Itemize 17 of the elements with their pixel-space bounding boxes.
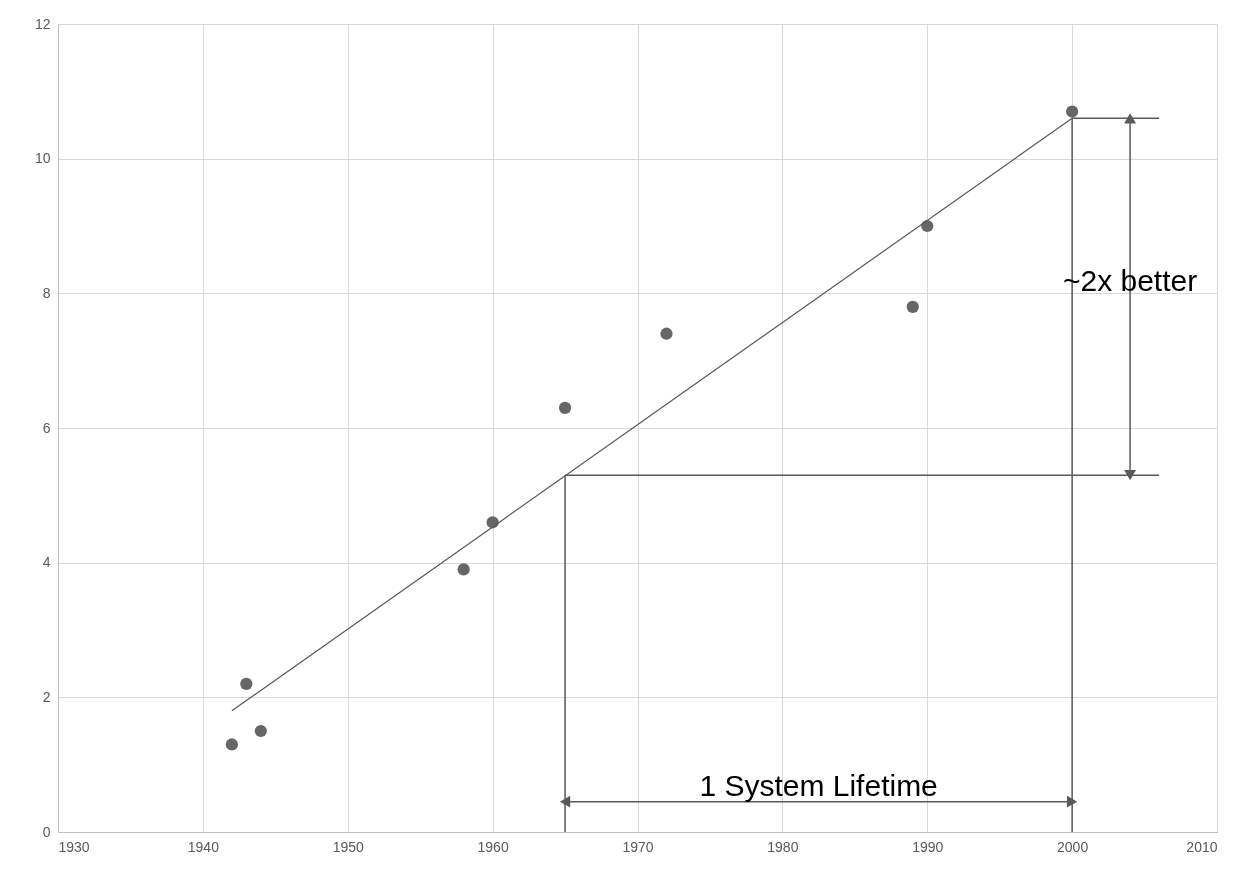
y-tick-label: 6 [42, 419, 51, 436]
x-tick-label: 2010 [1186, 838, 1218, 855]
x-tick-label: 2000 [1057, 838, 1089, 855]
x-tick-label: 1930 [58, 838, 90, 855]
x-tick-label: 1950 [332, 838, 365, 855]
x-tick-label: 1960 [477, 838, 509, 855]
x-tick-label: 1970 [622, 838, 654, 855]
x-tick-label: 1990 [912, 838, 944, 855]
y-tick-label: 4 [42, 554, 51, 571]
y-tick-label: 8 [42, 284, 51, 301]
annotation: 1 System Lifetime [699, 768, 938, 802]
x-tick-label: 1940 [187, 838, 220, 855]
y-tick-label: 2 [42, 688, 51, 705]
y-tick-label: 10 [34, 150, 51, 167]
x-tick-label: 1980 [767, 838, 799, 855]
y-tick-label: 0 [42, 823, 51, 840]
y-tick-label: 12 [34, 15, 51, 32]
